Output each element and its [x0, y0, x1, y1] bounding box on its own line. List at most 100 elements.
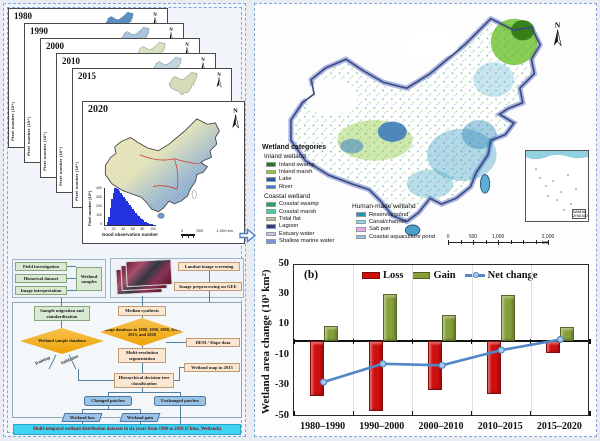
legend-item: Lake: [266, 176, 394, 183]
year-label: 2020: [88, 104, 108, 115]
legend-subtitle-coastal: Coastal wetland: [264, 192, 311, 200]
bar-gain: [323, 325, 338, 341]
legend-item: Inland swamp: [266, 161, 394, 168]
legend-label: Shallow marine water: [279, 238, 335, 245]
svg-text:N: N: [153, 13, 157, 18]
legend-item: Coastal aquaculture pond: [356, 233, 472, 240]
chart-legend: Loss Gain Net change: [362, 270, 538, 281]
legend-swatch: [266, 162, 276, 167]
histogram-x-ticks: 0 20 40 60 80 100: [104, 227, 156, 231]
image-interpretation-box: Image interpretation: [15, 286, 67, 295]
legend-label: Coastal aquaculture pond: [369, 233, 436, 240]
changed-patches-box: Changed patches: [84, 396, 132, 406]
legend-item: Inland marsh: [266, 168, 394, 175]
legend-label: Lagoon: [279, 223, 299, 230]
historical-dataset-box: Historical dataset: [15, 274, 67, 283]
map-scale-bar: 0 500 1,000 2,000 km: [446, 232, 555, 246]
y-tick-label: -50: [275, 409, 289, 421]
legend-item: Canal/channel: [356, 218, 472, 225]
histogram-y-ticks: 400 300 200 100 0: [92, 186, 102, 226]
hist-ytick: 100: [96, 213, 102, 217]
classification-box: Hierarchical decision-tree classificatio…: [114, 373, 174, 388]
x-category-label: 1990–2000: [359, 421, 405, 432]
legend-label: River: [279, 183, 293, 190]
hist-ytick: 0: [100, 222, 102, 226]
svg-text:N: N: [201, 58, 205, 63]
chart-legend-swatch: [362, 272, 380, 279]
landsat-image: [125, 258, 173, 288]
legend-item: Reservoir/pond: [356, 211, 472, 218]
legend-label: Coastal marsh: [279, 208, 317, 215]
pixel-number-axis-label: Pixel number (10⁶): [74, 162, 79, 201]
hist-ytick: 300: [96, 195, 102, 199]
wetland-loss-box: Wetland loss: [61, 413, 103, 422]
scale-label: 1,000: [491, 234, 505, 240]
x-category-label: 1980–1990: [300, 421, 346, 432]
inset-label: NANHAI ZHUDAO: [572, 208, 588, 219]
scale-label: 1,000 km: [216, 228, 233, 233]
legend-label: Estuary water: [279, 230, 315, 237]
map-scale-bar: 0 500 1,000 km: [181, 228, 233, 238]
year-label: 1980: [14, 11, 32, 21]
flow-arrow-icon: [239, 228, 257, 248]
map-legend: Wetland categories Inland wetland Inland…: [262, 144, 394, 245]
x-category-label: 2010–2015: [477, 421, 523, 432]
wetland-samples-box: Wetland samples: [76, 267, 102, 291]
year-label: 2000: [46, 41, 64, 51]
chart-legend-item: Net change: [464, 270, 538, 281]
scale-label: 500: [468, 234, 478, 240]
observation-histogram: Pixel number (10⁶) 400 300 200 100 0 0 20 40 60…: [87, 186, 165, 242]
zero-axis: [294, 340, 588, 342]
bar-loss: [368, 341, 383, 411]
y-tick-label: -30: [275, 379, 289, 391]
y-tick-label: 50: [278, 257, 290, 269]
north-arrow-icon: N: [215, 71, 223, 94]
svg-text:N: N: [555, 21, 561, 30]
chart-legend-label: Gain: [433, 270, 456, 281]
legend-item: Salt pan: [356, 226, 472, 233]
chart-legend-item: Loss: [362, 270, 403, 281]
human-made-legend: Human-made wetland Reservoir/pond Canal/c…: [352, 201, 472, 241]
legend-swatch: [266, 216, 276, 222]
legend-swatch: [356, 227, 366, 232]
histogram-x-label: Good observation number: [101, 232, 159, 237]
legend-item: Lagoon: [266, 223, 394, 230]
legend-swatch: [266, 177, 276, 182]
field-investigation-box: Field investigation: [15, 262, 67, 271]
scale-label: 0: [181, 228, 184, 233]
hist-ytick: 200: [96, 204, 102, 208]
output-dataset-banner: Multi-temporal wetland distribution data…: [13, 424, 241, 435]
legend-item: Coastal swamp: [266, 201, 394, 208]
legend-label: Reservoir/pond: [369, 211, 409, 218]
legend-swatch: [356, 234, 366, 240]
legend-item: Shallow marine water: [266, 238, 394, 245]
bar-gain: [382, 293, 397, 341]
china-wetland-map: [267, 10, 593, 241]
legend-title: Wetland categories: [262, 144, 327, 151]
legend-label: Lake: [279, 176, 292, 183]
legend-subtitle-human: Human-made wetland: [352, 203, 416, 210]
left-panel: 1980 N Pixel number (10⁶) 1990 N Pixel n…: [3, 3, 246, 437]
svg-text:N: N: [217, 73, 221, 78]
y-tick-label: 10: [278, 318, 290, 330]
segmentation-box: Multi-resolution segmentation: [118, 348, 166, 363]
scale-label: 0: [446, 234, 450, 240]
hist-xtick: 100: [150, 227, 156, 231]
year-label: 2010: [62, 56, 80, 66]
legend-label: Canal/channel: [369, 219, 407, 226]
north-arrow-icon: N: [230, 106, 241, 135]
chart-legend-swatch: [464, 272, 485, 279]
unchanged-patches-box: Unchanged patches: [154, 396, 206, 406]
chart-legend-label: Net change: [487, 270, 538, 281]
legend-swatch: [266, 238, 276, 244]
wetland-map-2015-box: Wetland map in 2015: [184, 363, 240, 372]
legend-swatch: [356, 212, 366, 217]
legend-item: Estuary water: [266, 230, 394, 237]
legend-item: Tidal flat: [266, 215, 394, 222]
svg-text:N: N: [169, 28, 173, 33]
legend-item: River: [266, 183, 394, 190]
x-category-label: 2015–2020: [536, 421, 582, 432]
legend-label: Inland swamp: [279, 161, 315, 168]
year-label: 2015: [78, 71, 96, 81]
year-panel-2020: 2020 N: [82, 101, 245, 244]
